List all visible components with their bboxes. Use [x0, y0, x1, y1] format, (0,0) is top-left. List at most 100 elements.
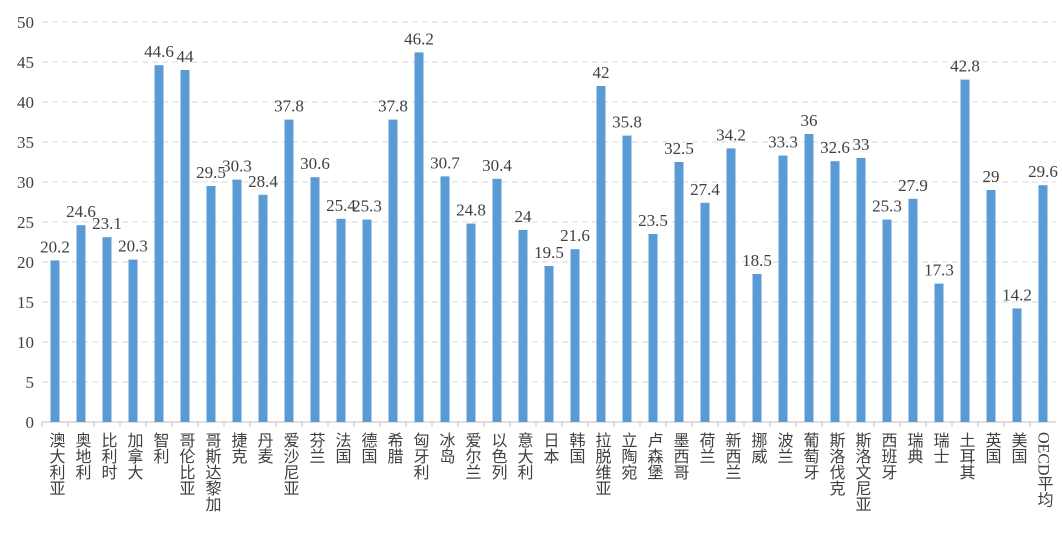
value-label: 30.3: [222, 157, 252, 176]
value-label: 20.3: [118, 237, 148, 256]
bar: [492, 178, 502, 422]
value-label: 23.1: [92, 214, 122, 233]
x-tick-label: 丹麦: [255, 432, 274, 464]
x-tick-label: 斯洛文尼亚: [853, 432, 872, 512]
value-label: 25.4: [326, 196, 356, 215]
y-tick-label: 45: [17, 53, 34, 72]
x-tick-label: 西班牙: [879, 432, 898, 481]
x-tick-label: 新西兰: [723, 432, 742, 480]
y-tick-label: 15: [17, 293, 34, 312]
x-tick-label: 爱沙尼亚: [281, 432, 300, 496]
bar: [752, 274, 762, 422]
value-label: 30.7: [430, 153, 460, 172]
bar: [908, 198, 918, 422]
value-label: 24.8: [456, 201, 486, 220]
value-label: 33.3: [768, 133, 798, 152]
bar: [856, 158, 866, 422]
value-label: 24.6: [66, 202, 96, 221]
bar: [336, 218, 346, 422]
x-tick-label: 立陶宛: [619, 432, 638, 480]
x-tick-label: 捷克: [229, 432, 248, 465]
bar: [128, 259, 138, 422]
x-tick-label: 加拿大: [125, 432, 144, 480]
bar: [154, 65, 164, 422]
value-label: 29.5: [196, 163, 226, 182]
x-tick-label: 美国: [1009, 432, 1028, 464]
bar: [830, 161, 840, 422]
bar: [570, 249, 580, 422]
value-label: 21.6: [560, 226, 590, 245]
x-tick-label: 哥伦比亚: [177, 432, 196, 496]
bar: [1012, 308, 1022, 422]
bar: [232, 179, 242, 422]
x-tick-label: 日本: [541, 432, 560, 464]
value-label: 28.4: [248, 172, 278, 191]
x-tick-label: 希腊: [385, 432, 404, 465]
x-tick-label: OECD平均: [1035, 432, 1054, 509]
value-label: 20.2: [40, 237, 70, 256]
x-tick-label: 波兰: [775, 432, 794, 464]
y-tick-label: 50: [17, 13, 34, 32]
value-label: 32.6: [820, 138, 850, 157]
bar: [180, 70, 190, 422]
value-label: 42.8: [950, 57, 980, 76]
x-tick-label: 奥地利: [73, 432, 92, 480]
value-label: 42: [593, 63, 610, 82]
y-tick-label: 40: [17, 93, 34, 112]
value-label: 19.5: [534, 243, 564, 262]
bar: [440, 176, 450, 422]
x-tick-label: 拉脱维亚: [593, 432, 612, 496]
bar: [700, 202, 710, 422]
bar: [518, 230, 528, 422]
value-label: 27.4: [690, 180, 720, 199]
bar: [726, 148, 736, 422]
bar: [596, 86, 606, 422]
bar: [1038, 185, 1048, 422]
value-label: 27.9: [898, 176, 928, 195]
value-label: 34.2: [716, 125, 746, 144]
value-label: 33: [853, 135, 870, 154]
y-tick-label: 20: [17, 253, 34, 272]
value-label: 46.2: [404, 29, 434, 48]
bar: [544, 266, 554, 422]
bar: [414, 52, 424, 423]
value-label: 29.6: [1028, 162, 1058, 181]
bar: [76, 225, 86, 422]
x-tick-label: 芬兰: [307, 432, 326, 464]
x-tick-label: 德国: [359, 432, 378, 464]
bar: [960, 79, 970, 422]
x-tick-label: 挪威: [749, 432, 768, 465]
y-tick-label: 5: [26, 373, 35, 392]
x-tick-label: 卢森堡: [645, 432, 664, 480]
x-tick-label: 瑞典: [905, 432, 924, 464]
bar: [466, 223, 476, 422]
value-label: 35.8: [612, 113, 642, 132]
value-label: 37.8: [378, 97, 408, 116]
y-tick-label: 30: [17, 173, 34, 192]
x-tick-label: 葡萄牙: [801, 432, 820, 481]
y-tick-label: 0: [26, 413, 35, 432]
x-tick-label: 英国: [983, 432, 1002, 464]
y-tick-label: 35: [17, 133, 34, 152]
bar: [362, 219, 372, 422]
value-label: 29: [983, 167, 1000, 186]
bar: [102, 237, 112, 422]
bar: [934, 283, 944, 422]
x-tick-label: 意大利: [515, 431, 534, 480]
value-label: 17.3: [924, 261, 954, 280]
bar: [50, 260, 60, 422]
bar: [622, 135, 632, 422]
x-tick-label: 冰岛: [437, 432, 456, 465]
x-tick-label: 澳大利亚: [47, 432, 66, 496]
y-tick-label: 25: [17, 213, 34, 232]
x-tick-label: 爱尔兰: [463, 432, 482, 480]
bar: [648, 234, 658, 422]
value-label: 32.5: [664, 139, 694, 158]
bar: [310, 177, 320, 422]
value-label: 37.8: [274, 97, 304, 116]
x-tick-label: 哥斯达黎加: [203, 432, 222, 512]
bar: [882, 219, 892, 422]
x-tick-label: 比利时: [99, 432, 118, 480]
bar: [804, 134, 814, 422]
